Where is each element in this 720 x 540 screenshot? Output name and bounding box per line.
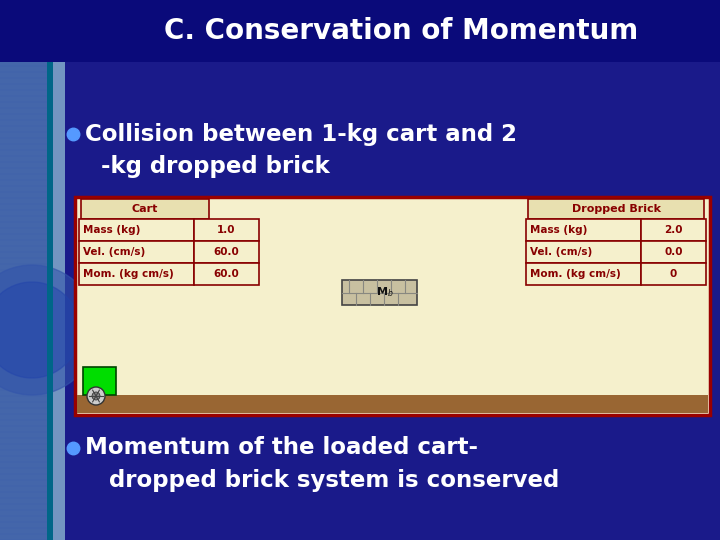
- Bar: [81, 199, 209, 219]
- Bar: [641, 263, 706, 285]
- Text: 60.0: 60.0: [214, 247, 239, 257]
- Bar: [342, 280, 418, 305]
- Bar: [77, 395, 708, 413]
- Bar: [526, 263, 641, 285]
- Circle shape: [0, 265, 97, 395]
- Text: -kg dropped brick: -kg dropped brick: [85, 154, 330, 178]
- Text: 2.0: 2.0: [665, 225, 683, 235]
- Text: 1.0: 1.0: [217, 225, 235, 235]
- Bar: [194, 219, 259, 241]
- Bar: [0, 0, 720, 62]
- Text: 0: 0: [670, 269, 677, 279]
- Text: Mass (kg): Mass (kg): [530, 225, 588, 235]
- Bar: [0, 0, 65, 540]
- Text: 0.0: 0.0: [665, 247, 683, 257]
- Bar: [641, 241, 706, 263]
- Text: Vel. (cm/s): Vel. (cm/s): [83, 247, 145, 257]
- Bar: [641, 219, 706, 241]
- Text: Cart: Cart: [132, 204, 158, 214]
- Bar: [194, 241, 259, 263]
- Bar: [79, 241, 194, 263]
- Bar: [526, 219, 641, 241]
- Text: C. Conservation of Momentum: C. Conservation of Momentum: [164, 17, 639, 45]
- Text: Mom. (kg cm/s): Mom. (kg cm/s): [83, 269, 174, 279]
- Text: Momentum of the loaded cart-: Momentum of the loaded cart-: [85, 436, 478, 460]
- Bar: [526, 241, 641, 263]
- Text: Mass (kg): Mass (kg): [83, 225, 140, 235]
- Text: Mom. (kg cm/s): Mom. (kg cm/s): [530, 269, 621, 279]
- Text: Dropped Brick: Dropped Brick: [572, 204, 660, 214]
- Bar: [194, 263, 259, 285]
- Text: Collision between 1-kg cart and 2: Collision between 1-kg cart and 2: [85, 123, 517, 145]
- Bar: [47, 0, 53, 540]
- Text: M$_b$: M$_b$: [376, 286, 394, 299]
- Circle shape: [92, 392, 100, 400]
- Text: Vel. (cm/s): Vel. (cm/s): [530, 247, 593, 257]
- Text: 60.0: 60.0: [214, 269, 239, 279]
- Bar: [83, 367, 116, 395]
- Bar: [47, 0, 65, 540]
- Bar: [79, 263, 194, 285]
- Circle shape: [0, 282, 80, 378]
- Text: dropped brick system is conserved: dropped brick system is conserved: [85, 469, 559, 491]
- Bar: [75, 197, 710, 415]
- Bar: [528, 199, 704, 219]
- Circle shape: [87, 387, 105, 405]
- Bar: [79, 219, 194, 241]
